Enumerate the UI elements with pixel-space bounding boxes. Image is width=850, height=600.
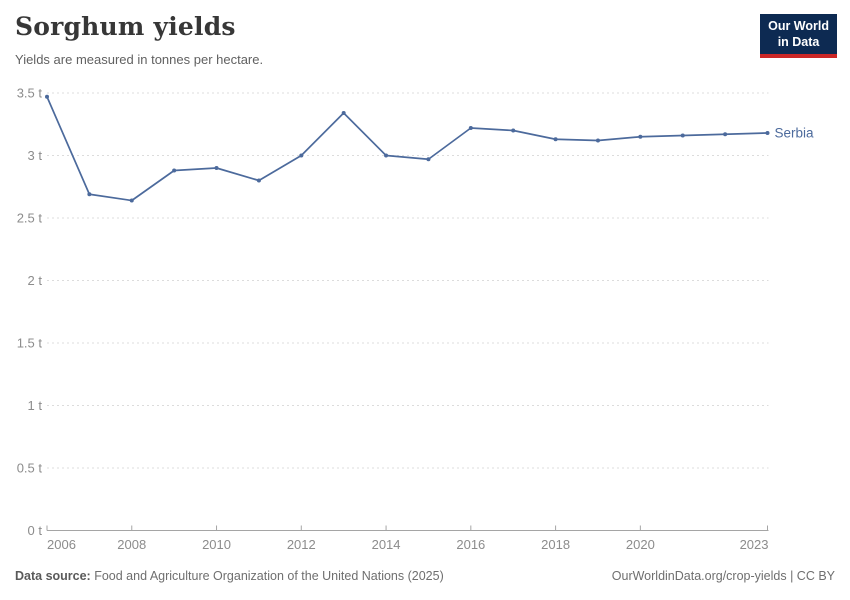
data-point[interactable] [680,133,685,138]
data-source-text: Food and Agriculture Organization of the… [94,569,444,583]
data-point[interactable] [638,134,643,139]
y-tick-label: 2.5 t [17,211,43,226]
x-tick-label: 2012 [287,537,316,552]
y-tick-label: 0 t [28,523,43,538]
owid-logo[interactable]: Our World in Data [760,14,837,59]
x-tick-label: 2020 [626,537,655,552]
x-tick-label: 2018 [541,537,570,552]
x-tick-label: 2008 [117,537,146,552]
data-point[interactable] [45,94,49,99]
x-tick-label: 2023 [740,537,769,552]
data-source: Data source: Food and Agriculture Organi… [15,569,444,583]
page-title: Sorghum yields [15,12,236,41]
credit-link[interactable]: OurWorldinData.org/crop-yields | CC BY [611,569,835,583]
y-tick-label: 3 t [28,148,43,163]
data-point[interactable] [553,137,558,142]
data-point[interactable] [426,157,431,162]
data-point[interactable] [129,198,134,203]
y-tick-label: 2 t [28,273,43,288]
line-chart[interactable]: 0 t 0.5 t 1 t 1.5 t 2 t 2.5 t 3 t 3.5 t 2006 2008… [0,75,850,565]
data-point[interactable] [384,153,389,158]
y-tick-label: 1.5 t [17,336,43,351]
data-point[interactable] [723,132,728,137]
y-tick-label: 0.5 t [17,461,43,476]
owid-logo-line2: in Data [777,34,820,49]
series-end-label[interactable]: Serbia [775,126,815,141]
x-tick-label: 2016 [456,537,485,552]
y-tick-label: 3.5 t [17,86,43,101]
y-tick-label: 1 t [28,398,43,413]
data-point[interactable] [214,166,219,170]
data-point[interactable] [765,131,770,135]
owid-logo-line1: Our World [768,19,829,33]
chart-subtitle: Yields are measured in tonnes per hectar… [15,52,264,67]
series-line[interactable] [46,95,769,202]
data-point[interactable] [87,192,92,197]
data-point[interactable] [172,168,177,173]
data-point[interactable] [468,126,473,130]
data-point[interactable] [299,153,304,158]
data-point[interactable] [595,138,600,143]
x-tick-label: 2014 [372,537,401,552]
x-tick-label: 2010 [202,537,231,552]
data-point[interactable] [341,111,346,115]
data-point[interactable] [256,178,261,183]
data-point[interactable] [511,128,516,133]
data-source-label: Data source: [15,569,91,583]
chart-footer: Data source: Food and Agriculture Organi… [15,569,835,583]
x-tick-label: 2006 [47,537,76,552]
